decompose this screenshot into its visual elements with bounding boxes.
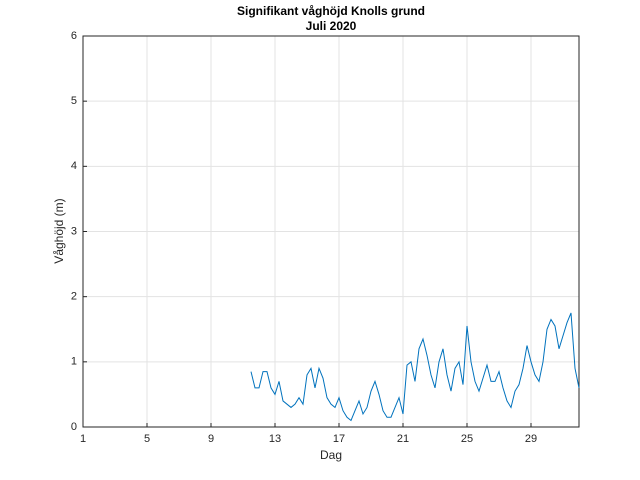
x-tick-label: 17 [333, 433, 345, 445]
y-tick-label: 6 [71, 30, 77, 42]
x-tick-label: 13 [269, 433, 281, 445]
x-tick-label: 9 [208, 433, 214, 445]
plot-frame [82, 35, 580, 428]
y-tick-label: 0 [71, 421, 77, 433]
y-axis-label: Våghöjd (m) [52, 198, 66, 263]
y-tick-label: 4 [71, 160, 77, 172]
x-tick-label: 29 [525, 433, 537, 445]
x-tick-label: 25 [461, 433, 473, 445]
y-tick-label: 2 [71, 291, 77, 303]
x-tick-label: 5 [144, 433, 150, 445]
chart-subtitle: Juli 2020 [306, 19, 357, 33]
x-axis-label: Dag [320, 448, 342, 462]
data-line [250, 312, 580, 422]
y-tick-label: 1 [71, 356, 77, 368]
x-tick-label: 21 [397, 433, 409, 445]
y-tick-label: 5 [71, 95, 77, 107]
x-tick-label: 1 [80, 433, 86, 445]
chart-title: Signifikant våghöjd Knolls grund [237, 4, 425, 18]
y-tick-label: 3 [71, 225, 77, 237]
